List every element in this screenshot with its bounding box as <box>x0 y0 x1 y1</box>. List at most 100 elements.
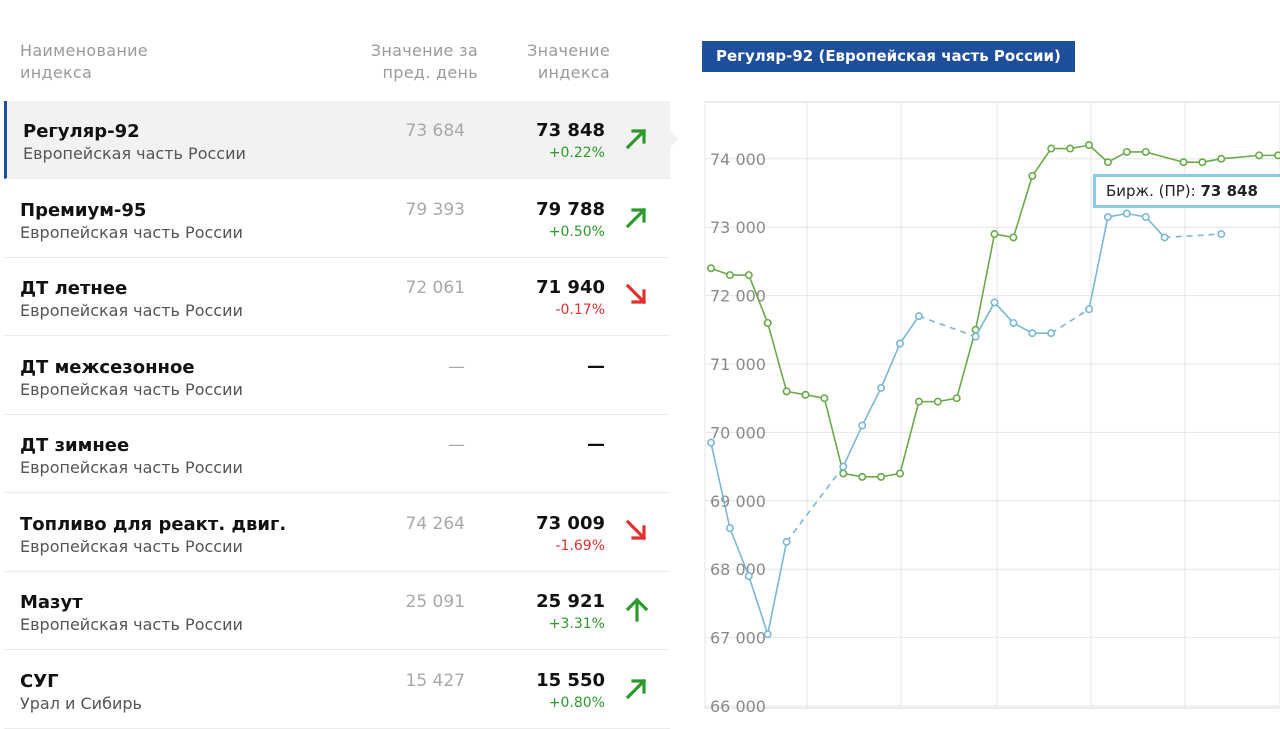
table-row[interactable]: ДТ зимнее Европейская часть России — — <box>4 415 670 493</box>
table-row[interactable]: Премиум-95 Европейская часть России 79 393… <box>4 180 670 258</box>
y-tick-label: 74 000 <box>710 150 766 169</box>
prev-day-value: 25 091 <box>405 592 465 612</box>
series-blue-segment <box>1050 308 1090 334</box>
chart-tooltip: Бирж. (ПР): 73 848 <box>1093 174 1280 208</box>
series-green-point <box>1047 144 1056 153</box>
series-green-point <box>1084 141 1093 150</box>
index-region: Европейская часть России <box>20 615 243 634</box>
index-region: Европейская часть России <box>20 458 243 477</box>
prev-day-value: 72 061 <box>405 278 465 298</box>
y-tick-label: 72 000 <box>710 287 766 306</box>
index-change: +0.80% <box>548 694 605 711</box>
y-tick-label: 68 000 <box>710 560 766 579</box>
series-green-point <box>1198 158 1207 167</box>
prev-day-value: — <box>448 435 465 455</box>
table-row[interactable]: Мазут Европейская часть России 25 091 25 92… <box>4 572 670 650</box>
y-tick-label: 73 000 <box>710 218 766 237</box>
series-blue-segment <box>993 301 1014 324</box>
index-name: СУГ <box>20 670 59 692</box>
header-prev-value: Значение за пред. день <box>370 41 478 82</box>
series-blue-segment <box>729 527 750 577</box>
series-green-segment <box>1031 148 1052 177</box>
chart-title: Регуляр-92 (Европейская часть России) <box>702 41 1075 72</box>
trend-down-arrow-icon <box>624 518 650 544</box>
series-green-point <box>763 318 772 327</box>
series-green-segment <box>823 398 845 474</box>
series-blue-point <box>1009 318 1018 327</box>
index-region: Урал и Сибирь <box>20 693 142 713</box>
series-green-point <box>877 472 886 481</box>
trend-up-arrow-icon <box>624 204 650 230</box>
series-blue-segment <box>1145 216 1166 239</box>
series-green-point <box>990 230 999 239</box>
series-green-point <box>782 387 791 396</box>
index-change: +0.50% <box>548 223 605 240</box>
index-value: 79 788 <box>536 198 605 220</box>
header-name: Наименование индекса <box>20 41 148 82</box>
series-blue-point <box>1028 329 1037 338</box>
series-green-segment <box>1012 175 1034 238</box>
index-value: 73 848 <box>536 120 605 141</box>
header-index-value: Значение индекса <box>527 41 610 82</box>
series-blue-segment <box>710 442 731 529</box>
index-region: Европейская часть России <box>20 536 243 556</box>
series-blue-segment <box>785 466 844 543</box>
series-green-segment <box>899 401 920 474</box>
series-green-segment <box>955 329 977 399</box>
series-green-point <box>933 397 942 406</box>
index-value: 15 550 <box>536 669 605 691</box>
series-blue-segment <box>880 343 901 389</box>
index-value: — <box>587 355 605 377</box>
table-row[interactable]: Регуляр-92 Европейская часть России 73 684… <box>4 101 670 179</box>
series-green-point <box>1066 144 1075 153</box>
series-blue-point <box>1160 233 1169 242</box>
active-row-pointer <box>666 125 678 153</box>
series-green-point <box>858 472 867 481</box>
prev-day-value: 74 264 <box>405 513 465 534</box>
index-value: 73 009 <box>536 512 605 534</box>
series-blue-point <box>1047 329 1056 338</box>
series-green-point <box>1028 171 1037 180</box>
series-blue-point <box>896 339 905 348</box>
series-blue-point <box>707 438 716 447</box>
series-blue-point <box>782 537 791 546</box>
series-green-point <box>1009 233 1018 242</box>
series-green-segment <box>974 233 996 330</box>
series-blue-segment <box>766 541 788 635</box>
prev-day-value: 15 427 <box>405 670 465 691</box>
series-blue-segment <box>899 315 920 344</box>
series-green-point <box>896 469 905 478</box>
series-blue-segment <box>842 425 863 467</box>
series-green-segment <box>1088 144 1109 163</box>
series-blue-point <box>725 524 734 533</box>
table-row[interactable]: ДТ межсезонное Европейская часть России — — <box>4 337 670 415</box>
table-row[interactable]: СУГ Урал и Сибирь 15 427 15 550 +0.80% <box>4 651 670 729</box>
series-blue-point <box>1122 209 1131 218</box>
trend-up-arrow-icon <box>624 125 650 151</box>
index-change: -0.17% <box>555 302 605 318</box>
series-blue-point <box>858 421 867 430</box>
series-green-point <box>914 397 923 406</box>
y-tick-label: 70 000 <box>710 423 766 442</box>
series-green-segment <box>766 322 788 392</box>
series-blue-point <box>1084 305 1093 314</box>
prev-day-value: 73 684 <box>405 121 465 141</box>
series-green-point <box>1122 147 1131 156</box>
series-blue-point <box>839 462 848 471</box>
table-row[interactable]: ДТ летнее Европейская часть России 72 061 7… <box>4 258 670 336</box>
series-blue-point <box>1141 212 1150 221</box>
index-name: Топливо для реакт. двиг. <box>20 513 287 535</box>
index-change: +3.31% <box>548 616 605 632</box>
series-green-point <box>1103 158 1112 167</box>
series-green-point <box>1141 147 1150 156</box>
series-green-point <box>820 394 829 403</box>
series-green-point <box>1274 151 1280 160</box>
series-green-segment <box>1145 151 1184 163</box>
index-value: 25 921 <box>536 591 605 612</box>
index-name: ДТ зимнее <box>20 435 130 456</box>
series-green-point <box>1179 158 1188 167</box>
table-row[interactable]: Топливо для реакт. двиг. Европейская част… <box>4 494 670 572</box>
trend-up-arrow-icon <box>624 675 650 701</box>
index-region: Европейская часть России <box>20 301 243 320</box>
prev-day-value: 79 393 <box>405 199 465 220</box>
